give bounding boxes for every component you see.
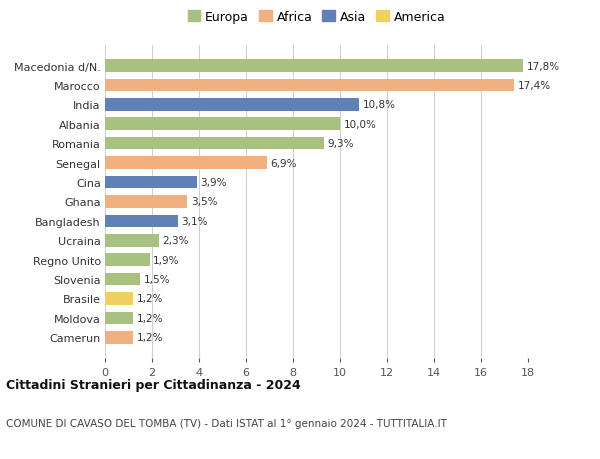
Text: Cittadini Stranieri per Cittadinanza - 2024: Cittadini Stranieri per Cittadinanza - 2…: [6, 379, 301, 392]
Bar: [105, 235, 159, 247]
Bar: [105, 118, 340, 131]
Text: 1,2%: 1,2%: [137, 313, 163, 323]
Text: 3,9%: 3,9%: [200, 178, 227, 188]
Bar: [105, 312, 133, 325]
Text: 1,2%: 1,2%: [137, 294, 163, 304]
Text: 3,1%: 3,1%: [181, 216, 208, 226]
Bar: [105, 215, 178, 228]
Text: 9,3%: 9,3%: [327, 139, 353, 149]
Bar: [105, 273, 140, 286]
Text: 17,4%: 17,4%: [517, 81, 551, 91]
Bar: [105, 176, 197, 189]
Text: 1,2%: 1,2%: [137, 333, 163, 342]
Bar: [105, 99, 359, 112]
Bar: [105, 79, 514, 92]
Bar: [105, 254, 149, 266]
Text: 10,0%: 10,0%: [344, 119, 376, 129]
Bar: [105, 138, 323, 150]
Bar: [105, 60, 523, 73]
Text: 1,5%: 1,5%: [144, 274, 170, 285]
Text: 10,8%: 10,8%: [362, 100, 395, 110]
Legend: Europa, Africa, Asia, America: Europa, Africa, Asia, America: [185, 8, 448, 27]
Text: 6,9%: 6,9%: [271, 158, 297, 168]
Text: 3,5%: 3,5%: [191, 197, 217, 207]
Text: COMUNE DI CAVASO DEL TOMBA (TV) - Dati ISTAT al 1° gennaio 2024 - TUTTITALIA.IT: COMUNE DI CAVASO DEL TOMBA (TV) - Dati I…: [6, 418, 447, 428]
Bar: [105, 331, 133, 344]
Text: 1,9%: 1,9%: [153, 255, 179, 265]
Bar: [105, 157, 267, 169]
Bar: [105, 196, 187, 208]
Bar: [105, 292, 133, 305]
Text: 17,8%: 17,8%: [527, 62, 560, 71]
Text: 2,3%: 2,3%: [163, 236, 189, 246]
